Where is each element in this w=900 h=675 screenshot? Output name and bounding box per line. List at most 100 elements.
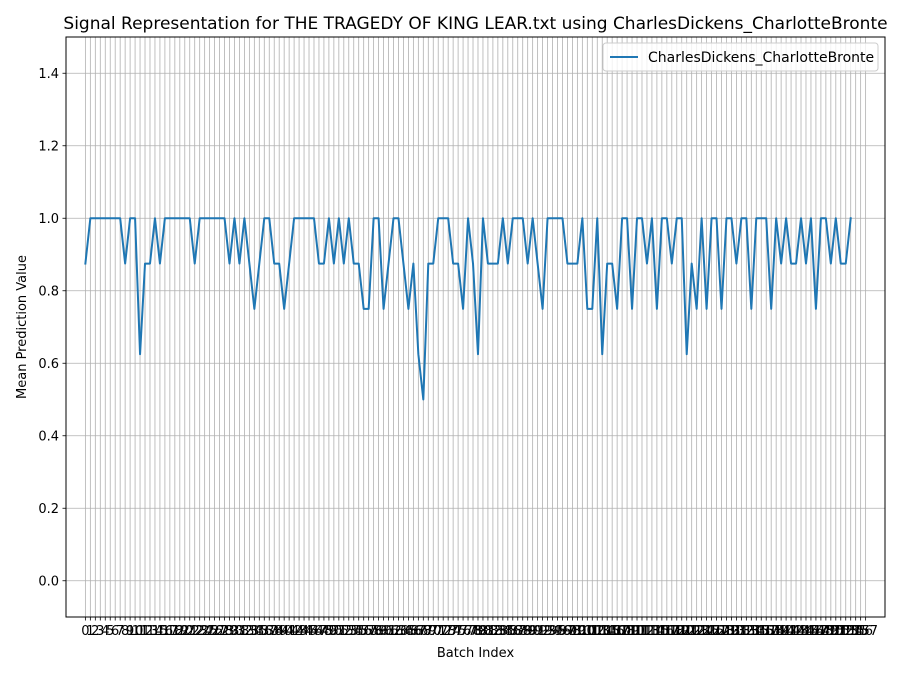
- x-tick-label: 63: [390, 624, 407, 639]
- chart-title: Signal Representation for THE TRAGEDY OF…: [63, 14, 887, 34]
- x-tick-label: 129: [714, 624, 739, 639]
- x-tick-label: 113: [635, 624, 660, 639]
- x-tick-label: 126: [699, 624, 724, 639]
- x-tick-label: 104: [590, 624, 615, 639]
- x-tick-label: 102: [580, 624, 605, 639]
- x-tick-label: 95: [549, 624, 566, 639]
- x-tick-label: 103: [585, 624, 610, 639]
- x-tick-label: 96: [554, 624, 571, 639]
- x-tick-label: 141: [774, 624, 799, 639]
- x-tick-label: 156: [848, 624, 873, 639]
- x-tick-label: 14: [147, 624, 164, 639]
- x-tick-label: 93: [539, 624, 556, 639]
- x-tick-label: 94: [544, 624, 561, 639]
- x-tick-label: 69: [420, 624, 437, 639]
- x-tick-label: 140: [769, 624, 794, 639]
- x-tick-label: 98: [564, 624, 581, 639]
- x-tick-label: 151: [823, 624, 848, 639]
- x-tick-label: 26: [206, 624, 223, 639]
- x-tick-label: 138: [759, 624, 784, 639]
- x-tick-label: 54: [345, 624, 362, 639]
- x-tick-label: 73: [440, 624, 457, 639]
- x-tick-label: 16: [157, 624, 174, 639]
- x-tick-label: 132: [729, 624, 754, 639]
- x-tick-label: 60: [375, 624, 392, 639]
- x-tick-label: 123: [684, 624, 709, 639]
- x-tick-label: 47: [311, 624, 328, 639]
- x-tick-label: 149: [813, 624, 838, 639]
- x-tick-label: 105: [595, 624, 620, 639]
- x-tick-label: 67: [410, 624, 427, 639]
- x-tick-label: 35: [251, 624, 268, 639]
- x-tick-label: 39: [271, 624, 288, 639]
- x-tick-label: 108: [610, 624, 635, 639]
- x-tick-label: 48: [316, 624, 333, 639]
- x-tick-label: 84: [495, 624, 512, 639]
- y-tick-label: 0.4: [38, 429, 59, 444]
- x-tick-label: 45: [301, 624, 318, 639]
- x-tick-label: 79: [470, 624, 487, 639]
- x-tick-label: 66: [405, 624, 422, 639]
- x-tick-label: 61: [380, 624, 397, 639]
- x-tick-label: 82: [485, 624, 502, 639]
- x-tick-label: 75: [450, 624, 467, 639]
- x-tick-label: 125: [694, 624, 719, 639]
- legend: CharlesDickens_CharlotteBronte: [602, 42, 879, 72]
- x-tick-label: 87: [509, 624, 526, 639]
- x-gridlines: [84, 37, 867, 617]
- y-tick-label: 1.4: [38, 67, 59, 82]
- x-tick-label: 118: [659, 624, 684, 639]
- series-line-0: [84, 217, 852, 401]
- x-tick-label: 38: [266, 624, 283, 639]
- x-tick-label: 133: [734, 624, 759, 639]
- y-tick-label: 0.0: [38, 574, 59, 589]
- x-tick-label: 116: [649, 624, 674, 639]
- x-tick-label: 33: [241, 624, 258, 639]
- x-tick-label: 64: [395, 624, 412, 639]
- x-tick-label: 32: [236, 624, 253, 639]
- x-tick-label: 120: [669, 624, 694, 639]
- x-tick-label: 157: [853, 624, 878, 639]
- x-tick-label: 134: [739, 624, 764, 639]
- x-tick-label: 3: [96, 624, 104, 639]
- x-tick-label: 143: [784, 624, 809, 639]
- x-tick-label: 11: [132, 624, 149, 639]
- x-tick-label: 74: [445, 624, 462, 639]
- x-tick-label: 4: [101, 624, 109, 639]
- x-tick-label: 121: [674, 624, 699, 639]
- x-tick-label: 44: [296, 624, 313, 639]
- x-tick-label: 43: [291, 624, 308, 639]
- x-tick-label: 20: [177, 624, 194, 639]
- x-tick-label: 88: [514, 624, 531, 639]
- x-tick-label: 42: [286, 624, 303, 639]
- x-tick-label: 31: [231, 624, 248, 639]
- x-tick-label: 18: [167, 624, 184, 639]
- x-tick-label: 89: [519, 624, 536, 639]
- x-tick-label: 154: [838, 624, 863, 639]
- y-tick-label: 1.0: [38, 212, 59, 227]
- x-tick-label: 131: [724, 624, 749, 639]
- legend-entry-label: CharlesDickens_CharlotteBronte: [648, 50, 874, 66]
- x-tick-label: 130: [719, 624, 744, 639]
- y-tick-label: 0.2: [38, 502, 59, 517]
- x-tick-label: 1: [86, 624, 94, 639]
- x-tick-label: 136: [749, 624, 774, 639]
- x-tick-label: 10: [127, 624, 144, 639]
- y-tick-label: 1.2: [38, 139, 59, 154]
- x-tick-label: 112: [630, 624, 655, 639]
- y-tick-label: 0.8: [38, 284, 59, 299]
- x-tick-label: 81: [480, 624, 497, 639]
- x-tick-label: 135: [744, 624, 769, 639]
- x-axis-label: Batch Index: [437, 646, 515, 661]
- x-tick-label: 152: [828, 624, 853, 639]
- x-tick-label: 19: [172, 624, 189, 639]
- y-gridlines: [66, 72, 885, 582]
- y-axis-ticks: 0.0 0.2 0.4 0.6 0.8 1.0 1.2 1.4: [38, 67, 66, 589]
- x-tick-label: 144: [789, 624, 814, 639]
- x-tick-label: 53: [341, 624, 358, 639]
- x-tick-label: 90: [524, 624, 541, 639]
- x-tick-label: 76: [455, 624, 472, 639]
- x-tick-label: 30: [226, 624, 243, 639]
- x-tick-label: 86: [504, 624, 521, 639]
- x-tick-label: 77: [460, 624, 477, 639]
